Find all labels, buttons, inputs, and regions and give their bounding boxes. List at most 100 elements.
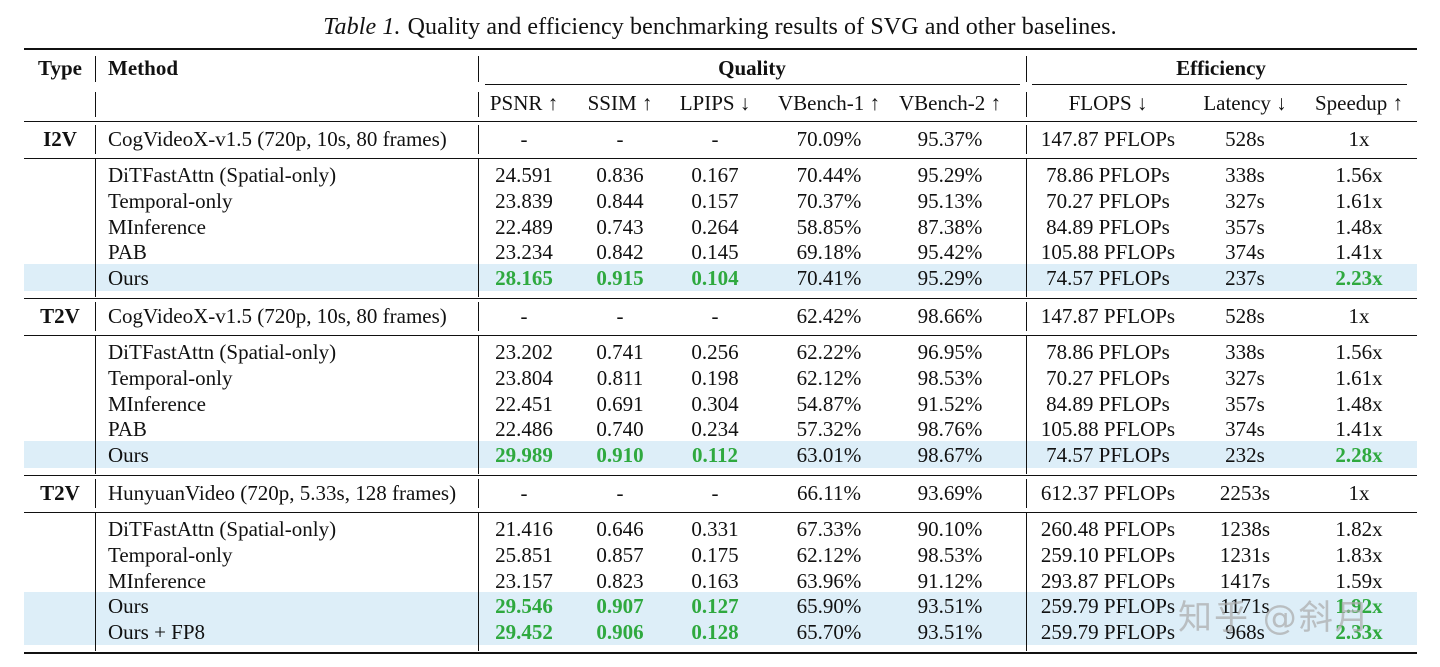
value-cell: 2.33x [1335,620,1383,645]
value-cell: 62.12% [796,365,862,390]
value-cell: 1.48x [1335,214,1383,239]
value-cell: 70.27 PFLOPs [1046,188,1170,213]
value-cell: 0.264 [691,214,739,239]
value-cell: 84.89 PFLOPs [1046,391,1170,416]
bottom-rule [24,652,1417,654]
value-cell: 74.57 PFLOPs [1046,443,1170,468]
value-cell: 23.202 [495,340,553,364]
base-cell: - [711,481,719,505]
header-quality: Quality [718,56,786,80]
value-cell: 1417s [1219,568,1271,593]
value-cell: 62.22% [796,340,862,364]
group-rule [24,475,1417,477]
value-cell: 70.44% [796,163,862,187]
base-cell: 528s [1225,127,1265,151]
base-cell: - [711,127,719,151]
base-cell: - [520,481,528,505]
method-name: MInference [108,568,206,593]
value-cell: 327s [1225,365,1265,390]
method-name: DiTFastAttn (Spatial-only) [108,340,337,364]
base-cell: 98.66% [917,304,983,328]
value-cell: 0.857 [596,542,644,567]
value-cell: 338s [1225,340,1265,364]
value-cell: 90.10% [917,517,983,541]
value-cell: 237s [1225,266,1265,291]
value-cell: 96.95% [917,340,983,364]
value-cell: 23.804 [495,365,553,390]
value-cell: 1.92x [1335,594,1383,619]
method-name: DiTFastAttn (Spatial-only) [108,163,337,187]
value-cell: 1.48x [1335,391,1383,416]
value-cell: 65.70% [796,620,862,645]
value-cell: 0.167 [691,163,739,187]
base-method: CogVideoX-v1.5 (720p, 10s, 80 frames) [108,127,447,151]
value-cell: 0.907 [596,594,644,619]
value-cell: 58.85% [796,214,862,239]
method-name: MInference [108,214,206,239]
value-cell: 232s [1225,443,1265,468]
method-name: Temporal-only [108,188,233,213]
value-cell: 0.906 [596,620,644,645]
value-cell: 0.256 [691,340,739,364]
header-type: Type [38,56,82,80]
method-name: Temporal-only [108,365,233,390]
value-cell: 23.839 [495,188,553,213]
value-cell: 357s [1225,391,1265,416]
vsep-quality [1026,92,1028,117]
base-cell: 62.42% [796,304,862,328]
base-cell: 147.87 PFLOPs [1040,304,1176,328]
value-cell: 29.452 [495,620,553,645]
base-cell: 95.37% [917,127,983,151]
value-cell: 0.127 [691,594,739,619]
value-cell: 67.33% [796,517,862,541]
vsep-quality [1026,479,1028,508]
vsep-type [95,302,97,331]
value-cell: 374s [1225,240,1265,265]
vsep-quality [1026,159,1028,297]
value-cell: 105.88 PFLOPs [1040,417,1176,442]
vsep-method [478,302,480,331]
ours-highlight [24,592,1417,620]
vsep-method [478,159,480,297]
value-cell: 22.451 [495,391,553,416]
value-cell: 259.79 PFLOPs [1040,594,1176,619]
value-cell: 1.61x [1335,188,1383,213]
value-cell: 0.104 [691,266,739,291]
base-cell: 1x [1348,127,1370,151]
value-cell: 62.12% [796,542,862,567]
value-cell: 98.53% [917,542,983,567]
value-cell: 1.82x [1335,517,1383,541]
group-base-rule [24,335,1417,337]
value-cell: 23.157 [495,568,553,593]
vsep-method [478,125,480,154]
value-cell: 338s [1225,163,1265,187]
watermark: 知乎 @斜月 [1178,598,1371,638]
value-cell: 0.145 [691,240,739,265]
group-type: I2V [43,127,77,151]
value-cell: 21.416 [495,517,553,541]
value-cell: 0.910 [596,443,644,468]
value-cell: 25.851 [495,542,553,567]
vsep-quality [1026,336,1028,474]
base-method: CogVideoX-v1.5 (720p, 10s, 80 frames) [108,304,447,328]
header-col-4: VBench-2 ↑ [898,91,1002,115]
ours-highlight [24,618,1417,645]
quality-underline [485,84,1020,86]
value-cell: 0.163 [691,568,739,593]
value-cell: 0.842 [596,240,644,265]
value-cell: 95.42% [917,240,983,265]
method-name: DiTFastAttn (Spatial-only) [108,517,337,541]
value-cell: 70.27 PFLOPs [1046,365,1170,390]
header-col-3: VBench-1 ↑ [777,91,881,115]
value-cell: 1.56x [1335,163,1383,187]
vsep-method [478,513,480,651]
ours-highlight [24,441,1417,468]
caption-lead: Table 1. [323,14,401,40]
value-cell: 0.128 [691,620,739,645]
caption-text: Quality and efficiency benchmarking resu… [407,14,1117,40]
value-cell: 0.844 [596,188,644,213]
value-cell: 357s [1225,214,1265,239]
base-cell: 528s [1225,304,1265,328]
header-efficiency: Efficiency [1176,56,1266,80]
value-cell: 1238s [1219,517,1271,541]
